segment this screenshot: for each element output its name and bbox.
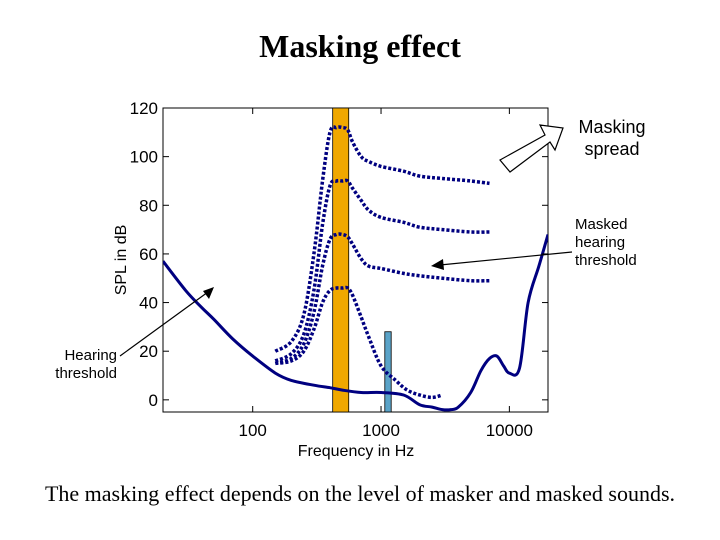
hearing-threshold-pointer	[119, 287, 214, 357]
masked-threshold-curve	[274, 125, 490, 353]
masking-spread-label-line: spread	[584, 139, 639, 159]
y-tick-label: 80	[139, 196, 158, 215]
y-tick-label: 0	[149, 391, 158, 410]
hearing-threshold-label-line: Hearing	[64, 347, 117, 364]
masking-spread-label-line: Masking	[578, 117, 645, 137]
y-tick-label: 120	[130, 99, 158, 118]
masking-spread-arrow	[499, 124, 564, 173]
y-tick-label: 40	[139, 294, 158, 313]
y-tick-label: 60	[139, 245, 158, 264]
masked-threshold-curve	[274, 178, 490, 363]
masked-threshold-curve	[275, 285, 443, 400]
masked-hearing-threshold-label-line: hearing	[575, 234, 625, 251]
masked-hearing-threshold-label-line: Masked	[575, 216, 628, 233]
hearing-threshold-curve	[163, 234, 548, 412]
x-axis-title: Frequency in Hz	[298, 443, 415, 460]
y-axis-title: SPL in dB	[113, 225, 130, 296]
y-tick-label: 20	[139, 342, 158, 361]
masker-bar	[332, 108, 350, 412]
y-tick-label: 100	[130, 148, 158, 167]
masked-threshold-curve	[274, 232, 490, 366]
page-title: Masking effect	[259, 28, 461, 64]
caption: The masking effect depends on the level …	[44, 481, 676, 506]
x-tick-label: 100	[239, 421, 267, 440]
hearing-threshold-label-line: threshold	[55, 365, 117, 382]
x-tick-label: 10000	[486, 421, 533, 440]
masked-threshold-pointer	[431, 251, 573, 270]
x-tick-label: 1000	[362, 421, 400, 440]
plot-area	[162, 107, 549, 413]
masked-hearing-threshold-label-line: threshold	[575, 252, 637, 269]
